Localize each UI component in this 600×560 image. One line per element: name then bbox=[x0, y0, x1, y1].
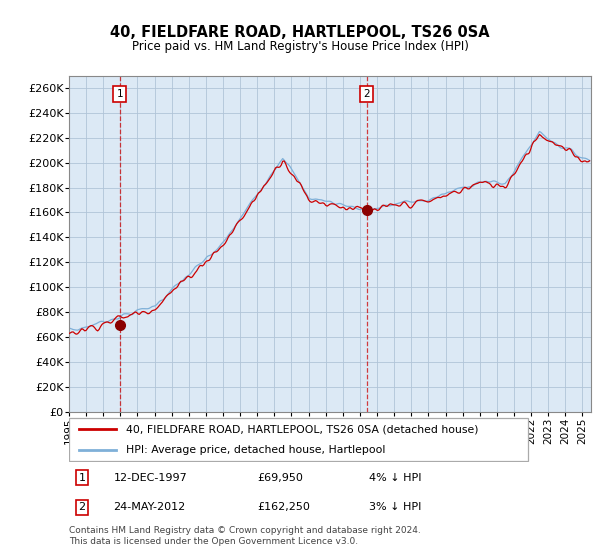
Text: Contains HM Land Registry data © Crown copyright and database right 2024.
This d: Contains HM Land Registry data © Crown c… bbox=[69, 526, 421, 546]
Text: 4% ↓ HPI: 4% ↓ HPI bbox=[369, 473, 422, 483]
Text: 2: 2 bbox=[79, 502, 86, 512]
Text: 12-DEC-1997: 12-DEC-1997 bbox=[113, 473, 187, 483]
Text: 3% ↓ HPI: 3% ↓ HPI bbox=[369, 502, 422, 512]
Text: £162,250: £162,250 bbox=[257, 502, 310, 512]
Text: 1: 1 bbox=[116, 89, 123, 99]
Bar bbox=[69, 418, 529, 461]
Text: HPI: Average price, detached house, Hartlepool: HPI: Average price, detached house, Hart… bbox=[127, 445, 386, 455]
Text: Price paid vs. HM Land Registry's House Price Index (HPI): Price paid vs. HM Land Registry's House … bbox=[131, 40, 469, 53]
Text: 40, FIELDFARE ROAD, HARTLEPOOL, TS26 0SA (detached house): 40, FIELDFARE ROAD, HARTLEPOOL, TS26 0SA… bbox=[127, 424, 479, 435]
Text: 2: 2 bbox=[364, 89, 370, 99]
Text: 1: 1 bbox=[79, 473, 86, 483]
Text: 40, FIELDFARE ROAD, HARTLEPOOL, TS26 0SA: 40, FIELDFARE ROAD, HARTLEPOOL, TS26 0SA bbox=[110, 25, 490, 40]
Text: £69,950: £69,950 bbox=[257, 473, 303, 483]
Text: 24-MAY-2012: 24-MAY-2012 bbox=[113, 502, 185, 512]
